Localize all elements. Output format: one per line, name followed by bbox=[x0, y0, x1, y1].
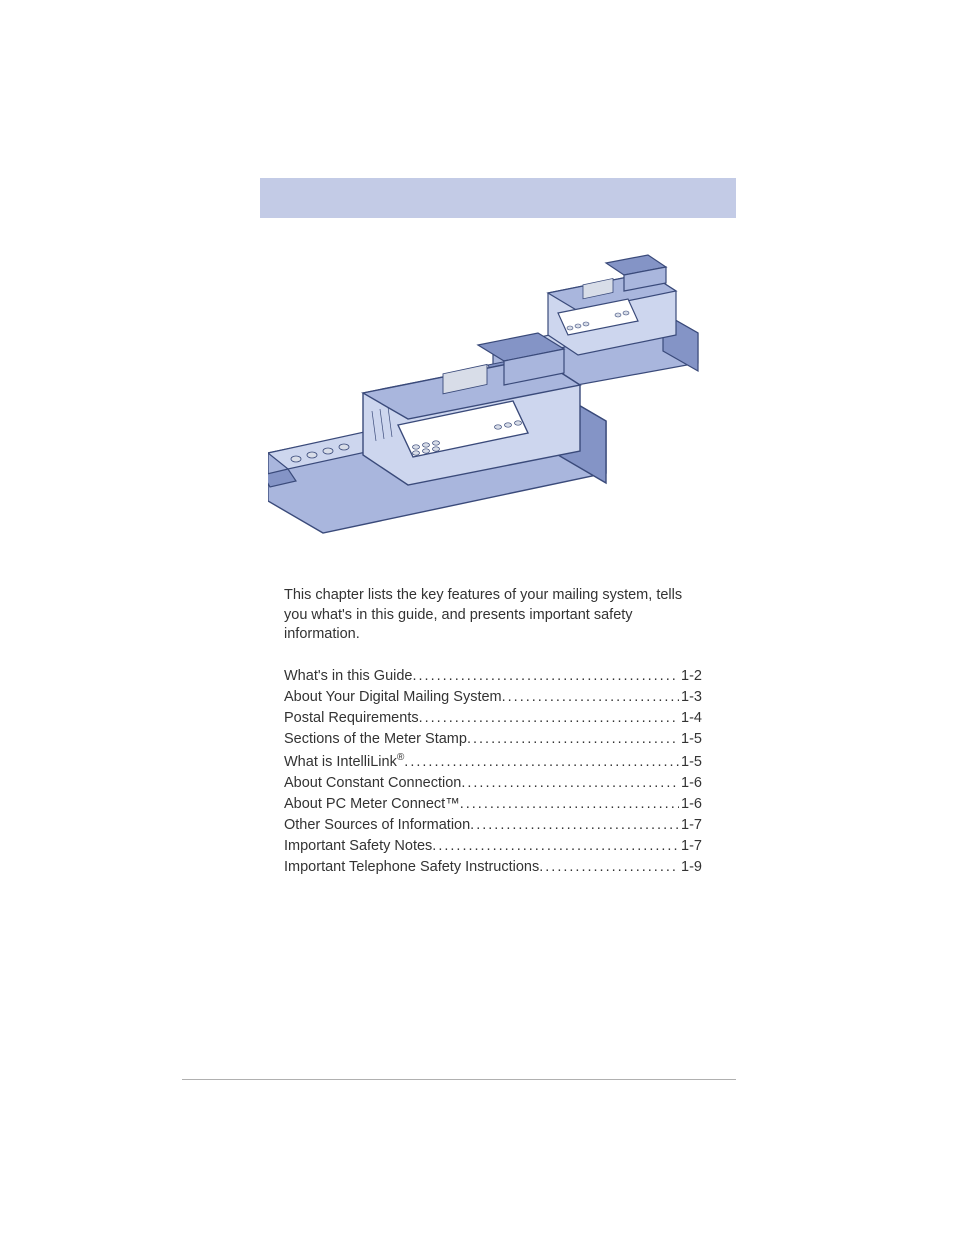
toc-leader-dots bbox=[460, 796, 679, 812]
toc-title: What is IntelliLink® bbox=[284, 752, 404, 770]
toc-title: Important Safety Notes bbox=[284, 838, 432, 854]
toc-page-number: 1-7 bbox=[679, 817, 702, 833]
toc-page-number: 1-4 bbox=[679, 710, 702, 726]
toc-row: Postal Requirements 1-4 bbox=[284, 710, 702, 726]
toc-page-number: 1-3 bbox=[679, 689, 702, 705]
toc-title: About PC Meter Connect™ bbox=[284, 796, 460, 812]
mailing-machines-illustration bbox=[268, 238, 728, 538]
toc-page-number: 1-6 bbox=[679, 775, 702, 791]
toc-leader-dots bbox=[419, 710, 679, 726]
toc-title: Other Sources of Information bbox=[284, 817, 470, 833]
toc-title: About Your Digital Mailing System bbox=[284, 689, 502, 705]
footer-rule bbox=[182, 1079, 736, 1080]
toc-row: About Your Digital Mailing System 1-3 bbox=[284, 689, 702, 705]
intro-paragraph: This chapter lists the key features of y… bbox=[284, 586, 702, 645]
toc-leader-dots bbox=[470, 817, 679, 833]
toc-page-number: 1-5 bbox=[679, 731, 702, 747]
toc-leader-dots bbox=[539, 859, 679, 875]
toc-page-number: 1-9 bbox=[679, 859, 702, 875]
toc-page-number: 1-6 bbox=[679, 796, 702, 812]
toc-row: About PC Meter Connect™ 1-6 bbox=[284, 796, 702, 812]
toc-leader-dots bbox=[502, 689, 679, 705]
toc-row: Sections of the Meter Stamp 1-5 bbox=[284, 731, 702, 747]
toc-leader-dots bbox=[432, 838, 679, 854]
table-of-contents: What's in this Guide 1-2 About Your Digita… bbox=[284, 668, 702, 880]
toc-row: What is IntelliLink® 1-5 bbox=[284, 752, 702, 770]
toc-title: Important Telephone Safety Instructions bbox=[284, 859, 539, 875]
toc-leader-dots bbox=[461, 775, 679, 791]
document-page: This chapter lists the key features of y… bbox=[0, 0, 954, 1235]
toc-page-number: 1-7 bbox=[679, 838, 702, 854]
toc-row: Other Sources of Information 1-7 bbox=[284, 817, 702, 833]
chapter-header-bar bbox=[260, 178, 736, 218]
toc-leader-dots bbox=[467, 731, 679, 747]
toc-leader-dots bbox=[404, 754, 679, 770]
toc-title: Sections of the Meter Stamp bbox=[284, 731, 467, 747]
toc-row: Important Telephone Safety Instructions … bbox=[284, 859, 702, 875]
toc-row: What's in this Guide 1-2 bbox=[284, 668, 702, 684]
toc-page-number: 1-2 bbox=[679, 668, 702, 684]
toc-row: Important Safety Notes 1-7 bbox=[284, 838, 702, 854]
toc-leader-dots bbox=[413, 668, 680, 684]
toc-row: About Constant Connection 1-6 bbox=[284, 775, 702, 791]
toc-title: About Constant Connection bbox=[284, 775, 461, 791]
toc-page-number: 1-5 bbox=[679, 754, 702, 770]
toc-title: What's in this Guide bbox=[284, 668, 413, 684]
toc-title: Postal Requirements bbox=[284, 710, 419, 726]
